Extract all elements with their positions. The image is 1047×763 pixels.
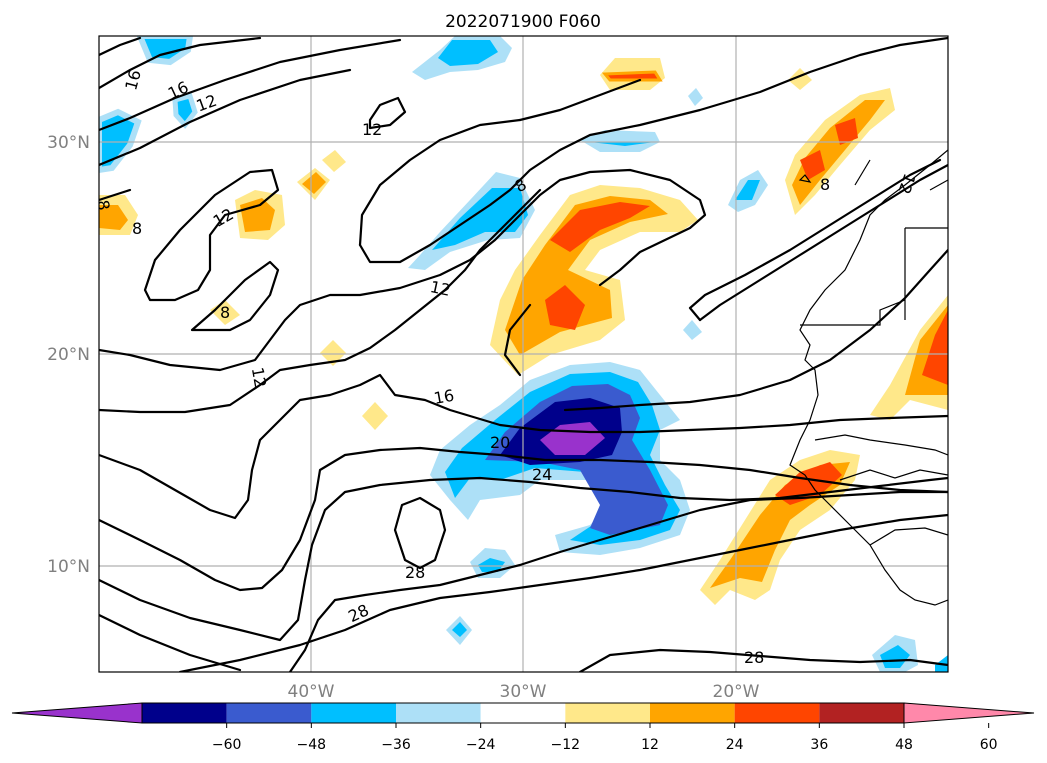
- lat-tick-label: 20°N: [47, 345, 90, 365]
- colorbar-segment: [226, 703, 312, 723]
- contour-label: 8: [220, 303, 230, 322]
- colorbar-tick-label: −12: [551, 737, 581, 753]
- contour-label: 8: [93, 199, 113, 212]
- colorbar-segment: [650, 703, 735, 723]
- colorbar-tick-label: −36: [381, 737, 411, 753]
- contour-label: 24: [532, 465, 552, 484]
- coastlines: [789, 149, 948, 606]
- shaded-anomalies: [99, 36, 948, 672]
- colorbar-segment: [311, 703, 396, 723]
- colorbar-tick-label: 36: [810, 737, 828, 753]
- contour-label: 28: [405, 563, 425, 582]
- colorbar-tick-label: 24: [726, 737, 744, 753]
- colorbar-segment: [142, 703, 227, 723]
- lon-tick-label: 20°W: [713, 682, 760, 702]
- lat-tick-label: 30°N: [47, 133, 90, 153]
- colorbar-segment: [480, 703, 566, 723]
- contour-label: 8: [820, 175, 830, 194]
- contour-label: 16: [432, 386, 455, 408]
- colorbar-segment: [396, 703, 481, 723]
- colorbar-segment: [565, 703, 650, 723]
- colorbar-tick-label: −60: [212, 737, 242, 753]
- colorbar-tick-label: −48: [297, 737, 327, 753]
- contour-label: 16: [121, 68, 145, 93]
- colorbar-tick-label: −24: [466, 737, 496, 753]
- colorbar-extend-min: [11, 702, 143, 724]
- lat-tick-label: 10°N: [47, 557, 90, 577]
- contour-lines: [99, 36, 948, 672]
- lon-axis: 40°W 30°W 20°W: [288, 682, 760, 702]
- contour-label: 8: [132, 219, 142, 238]
- map-area: 16 16 12 12 12 8 12 8 12 16 20 24 28 28 …: [93, 36, 948, 672]
- contour-label: 12: [428, 277, 452, 300]
- lon-tick-label: 30°W: [500, 682, 547, 702]
- map-frame: [98, 35, 949, 673]
- colorbar-segment: [819, 703, 904, 723]
- colorbar-frame: [141, 702, 905, 724]
- colorbar-tick-label: 60: [980, 737, 998, 753]
- lon-tick-label: 40°W: [288, 682, 335, 702]
- colorbar-tick-label: 48: [895, 737, 913, 753]
- colorbar-extend-max: [903, 702, 1035, 724]
- contour-label: 12: [248, 366, 270, 389]
- map-title: 2022071900 F060: [445, 12, 601, 32]
- colorbar-segment: [734, 703, 820, 723]
- colorbar-tick-label: 12: [641, 737, 659, 753]
- lat-axis: 30°N 20°N 10°N: [47, 133, 90, 577]
- contour-label: 20: [490, 433, 510, 452]
- colorbar: −60 −48 −36 −24 −12 12 24 36 48 60: [11, 702, 1035, 753]
- contour-label: 28: [744, 648, 764, 667]
- contour-label: 12: [362, 120, 382, 139]
